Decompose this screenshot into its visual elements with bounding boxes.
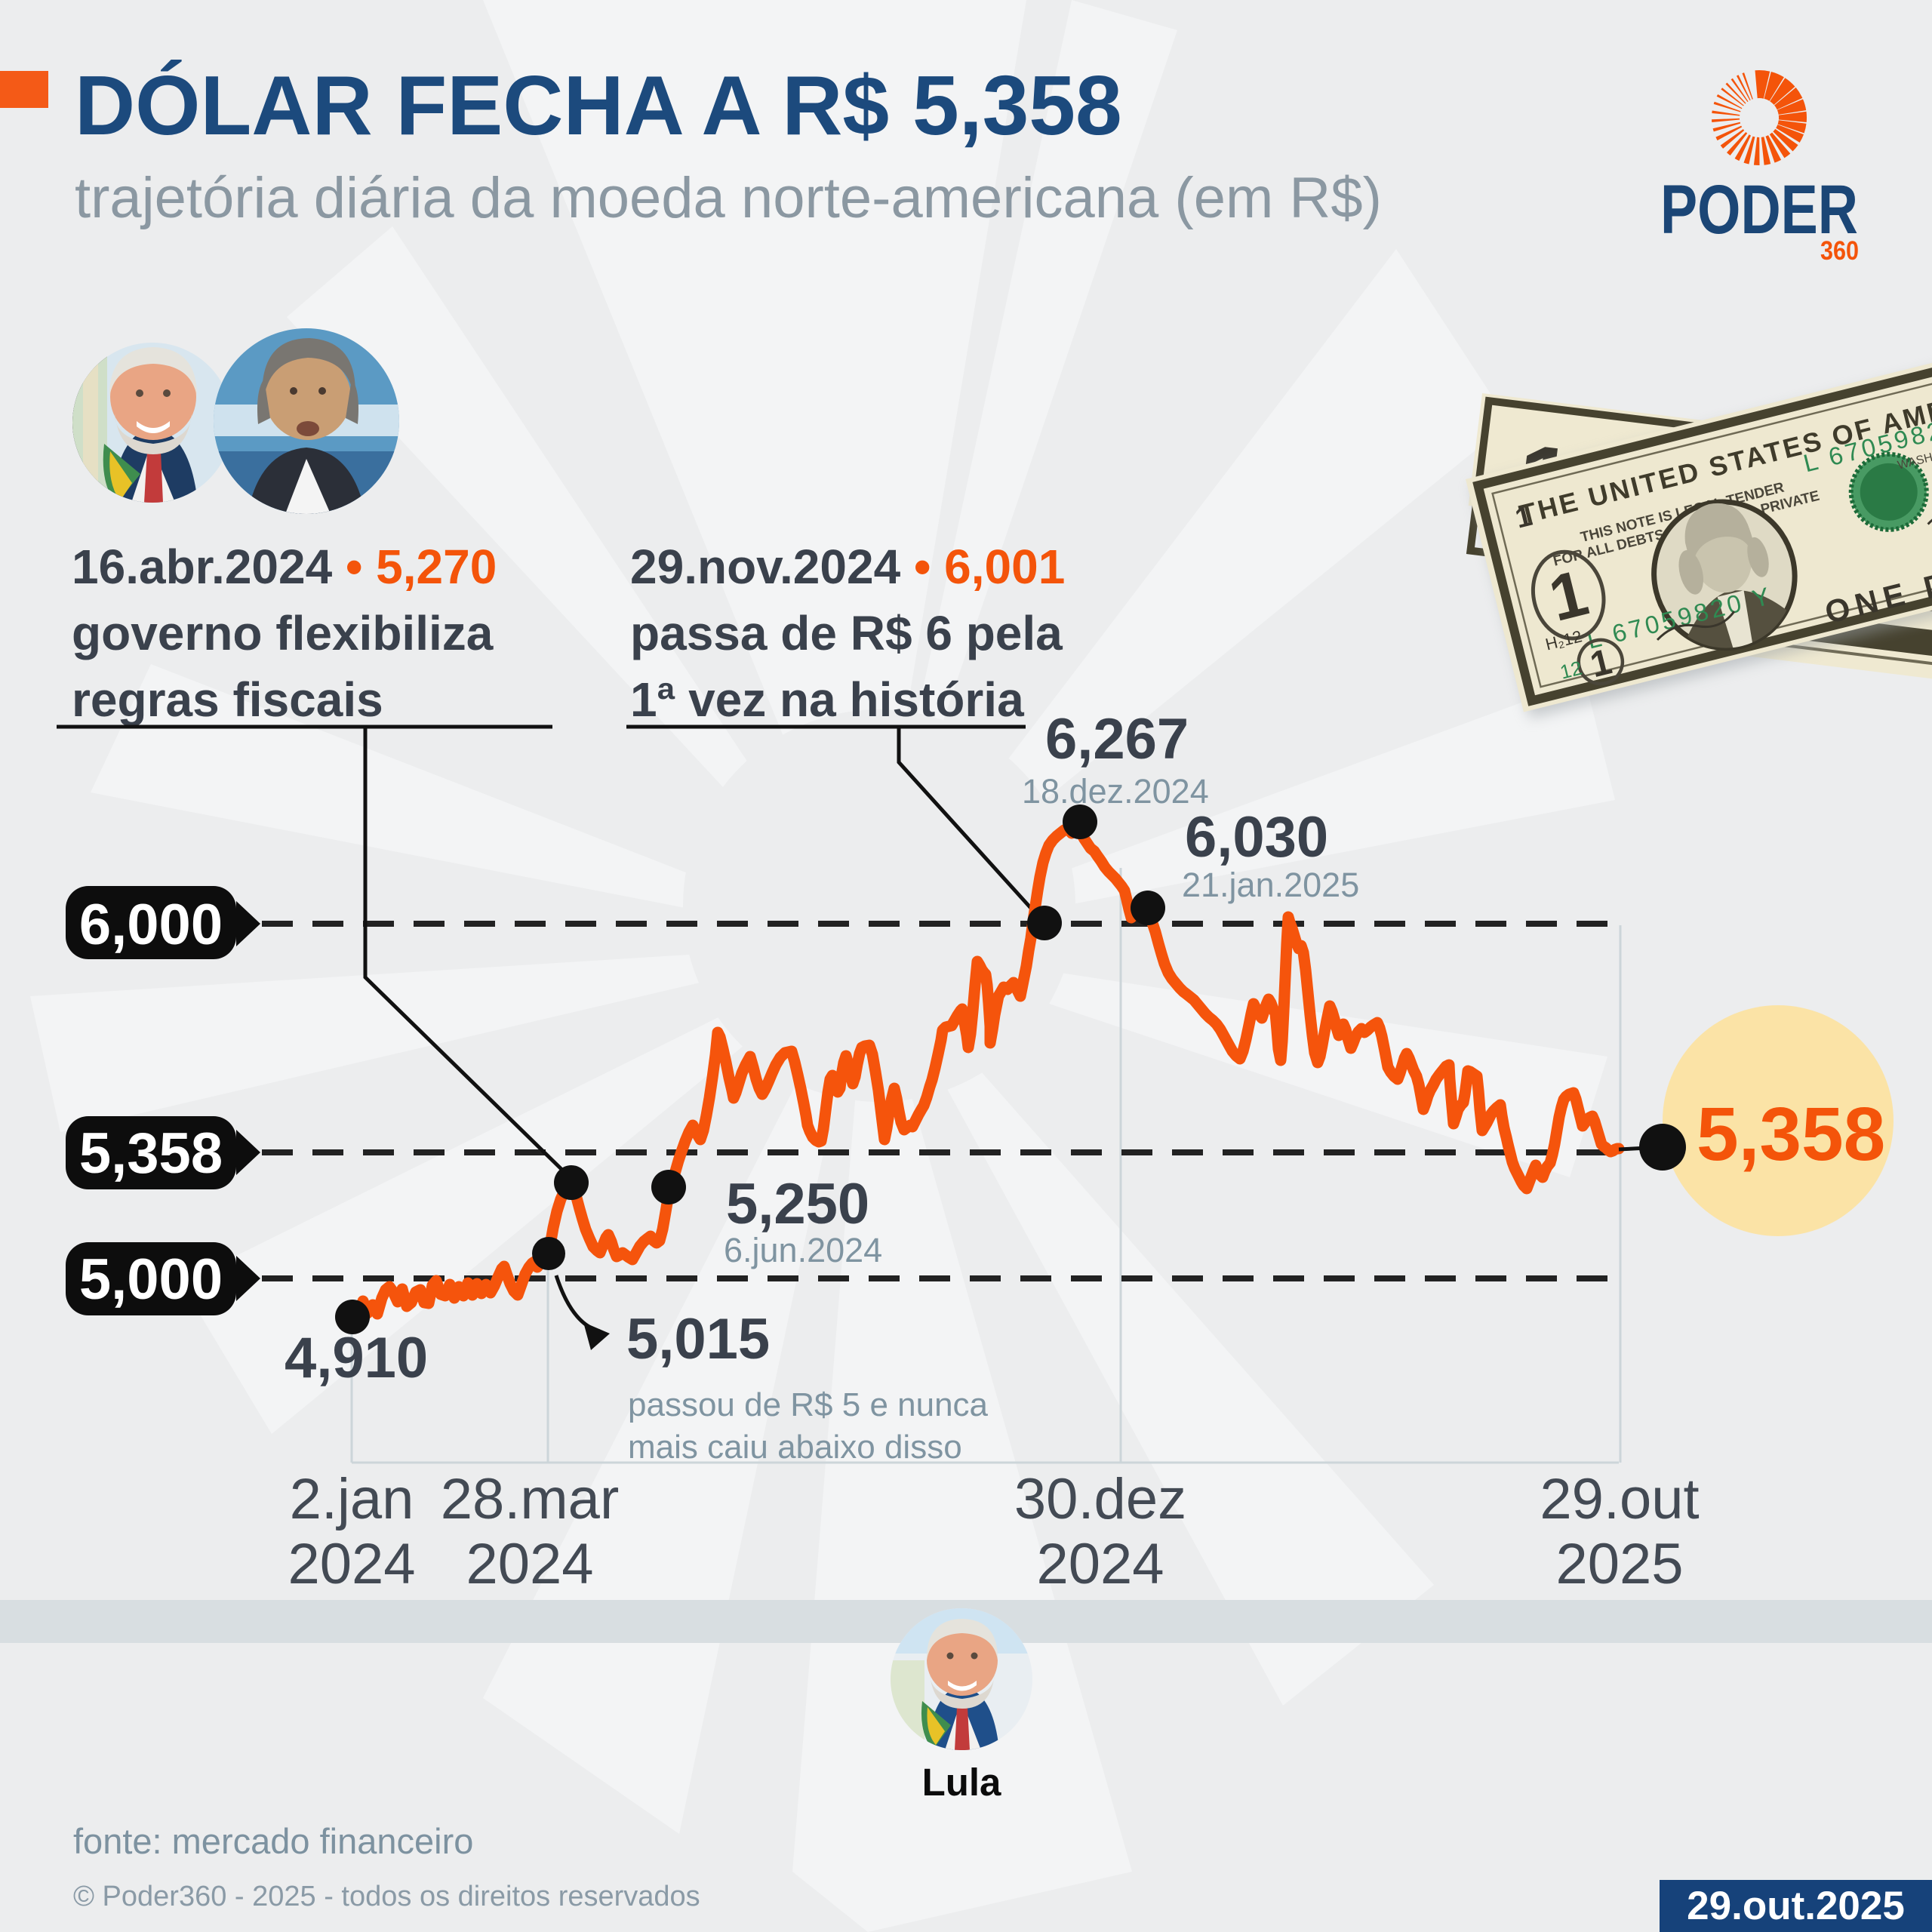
svg-text:360: 360 [1820, 236, 1859, 266]
svg-text:21.jan.2025: 21.jan.2025 [1182, 866, 1359, 904]
svg-text:5,015: 5,015 [626, 1307, 770, 1371]
svg-text:5,000: 5,000 [79, 1247, 223, 1312]
svg-text:6,000: 6,000 [79, 893, 223, 957]
svg-text:mais caiu abaixo disso: mais caiu abaixo disso [628, 1429, 962, 1466]
svg-text:4,910: 4,910 [285, 1326, 428, 1390]
svg-text:5,358: 5,358 [79, 1121, 223, 1186]
svg-text:passou de R$ 5 e nunca: passou de R$ 5 e nunca [628, 1386, 989, 1423]
svg-text:6,030: 6,030 [1185, 805, 1328, 869]
svg-text:6.jun.2024: 6.jun.2024 [724, 1231, 882, 1269]
svg-text:5,250: 5,250 [726, 1172, 869, 1236]
svg-text:18.dez.2024: 18.dez.2024 [1022, 772, 1209, 811]
svg-text:12: 12 [1558, 657, 1584, 684]
svg-text:PODER: PODER [1660, 171, 1858, 248]
svg-text:6,267: 6,267 [1045, 709, 1189, 771]
svg-text:5,358: 5,358 [1697, 1092, 1885, 1177]
